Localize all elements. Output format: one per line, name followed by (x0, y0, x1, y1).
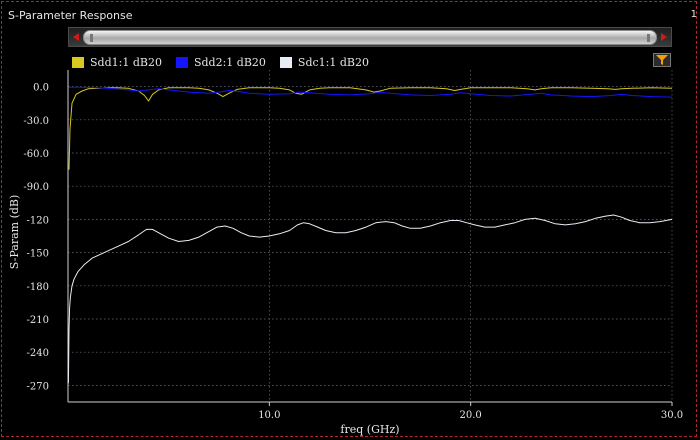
grid-lines (68, 70, 673, 402)
y-tick-label: -270 (27, 381, 49, 392)
legend-item-sdd1-1-db20[interactable]: Sdd1:1 dB20 (72, 56, 162, 69)
x-tick-label: 10.0 (258, 410, 280, 421)
legend-label: Sdd2:1 dB20 (193, 55, 266, 69)
x-tick-label: 20.0 (460, 410, 482, 421)
y-tick-label: -120 (27, 215, 49, 226)
axes: 0.0 -30.0 -60.0 -90.0 -120 -150 -180 -210 -240 -2… (23, 70, 683, 421)
filter-button[interactable] (653, 53, 671, 67)
scroll-thumb[interactable] (83, 30, 657, 45)
y-axis-label: S-Param (dB) (8, 195, 21, 270)
legend-item-sdc1-1-db20[interactable]: Sdc1:1 dB20 (279, 55, 369, 69)
right-arrow-icon[interactable] (659, 32, 669, 42)
window-title: S-Parameter Response (8, 9, 133, 22)
y-tick-label: -60.0 (23, 149, 49, 160)
left-arrow-icon[interactable] (71, 32, 81, 42)
series-lines (67, 86, 673, 384)
left-grip[interactable] (90, 34, 93, 42)
legend-label: Sdd1:1 dB20 (90, 55, 162, 69)
legend-item-sdd2-1-db20[interactable]: Sdd2:1 dB20 (175, 55, 266, 69)
legend-swatch (175, 56, 188, 68)
y-tick-label: -240 (27, 348, 49, 359)
corner-mark: 1 (690, 9, 697, 20)
legend-swatch (279, 56, 292, 68)
right-grip[interactable] (647, 34, 650, 42)
chart-legend: Sdd1:1 dB20 Sdd2:1 dB20 Sdc1:1 dB20 (72, 55, 383, 69)
y-tick-label: -210 (27, 315, 49, 326)
x-range-scrollbar[interactable] (68, 27, 672, 47)
series-line-sdc1-1-db20 (67, 214, 673, 384)
y-tick-label: 0.0 (33, 83, 49, 94)
legend-label: Sdc1:1 dB20 (297, 55, 369, 69)
series-line-sdd1-1-db20 (68, 87, 673, 170)
legend-swatch (72, 56, 84, 68)
series-line-sdd2-1-db20 (69, 86, 673, 98)
funnel-icon (656, 55, 668, 65)
y-tick-label: -30.0 (23, 116, 49, 127)
y-tick-label: -180 (27, 282, 49, 293)
x-tick-label: 30.0 (661, 410, 683, 421)
x-axis-label: freq (GHz) (340, 423, 399, 436)
y-tick-label: -150 (27, 249, 49, 260)
y-tick-label: -90.0 (23, 182, 49, 193)
